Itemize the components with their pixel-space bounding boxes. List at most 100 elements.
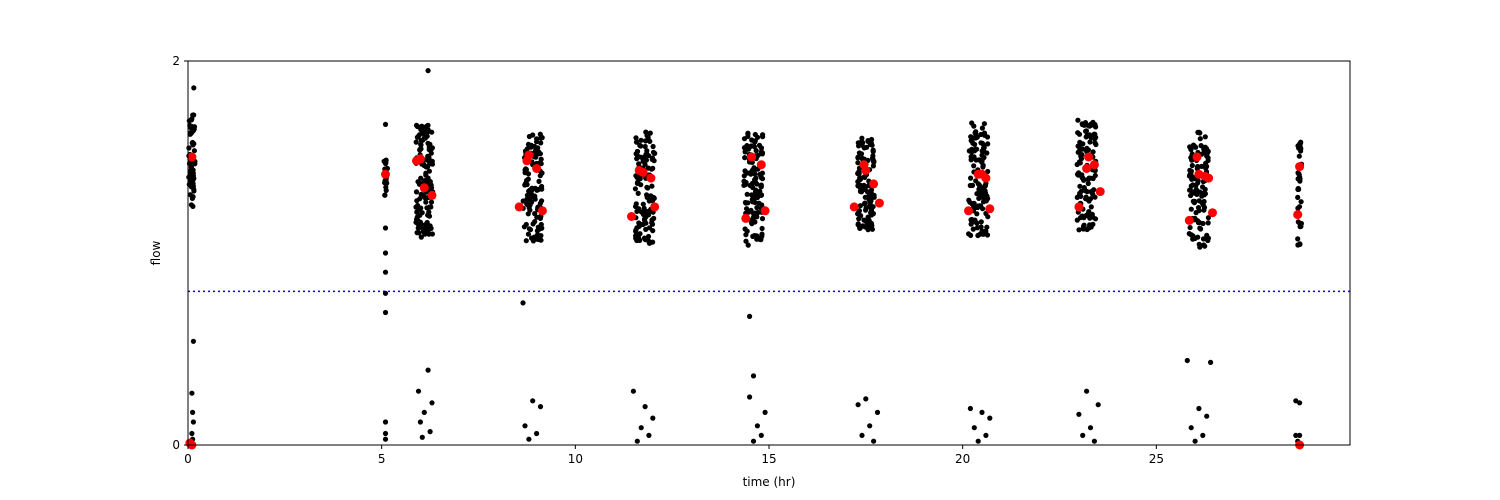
estimate-point bbox=[1184, 215, 1194, 225]
measurement-point bbox=[638, 137, 644, 143]
measurement-point bbox=[974, 211, 980, 217]
points-layer bbox=[185, 68, 1350, 450]
estimate-point bbox=[1084, 152, 1094, 162]
measurement-point bbox=[527, 207, 533, 213]
ticks-layer: 0 5 10 15 20 25 0 2 bbox=[172, 54, 1164, 466]
measurement-point bbox=[1205, 148, 1211, 154]
measurement-point bbox=[984, 232, 991, 238]
measurement-point bbox=[650, 165, 656, 171]
measurement-point bbox=[979, 125, 986, 131]
measurement-point bbox=[863, 207, 869, 213]
measurement-point bbox=[1092, 136, 1098, 142]
measurement-outlier-point bbox=[1192, 438, 1198, 444]
measurement-point bbox=[978, 219, 984, 225]
measurement-point bbox=[1298, 199, 1304, 205]
measurement-point bbox=[749, 180, 756, 186]
measurement-outlier-point bbox=[1293, 432, 1299, 438]
measurement-point bbox=[1197, 244, 1203, 250]
measurement-point bbox=[860, 140, 866, 146]
measurement-point bbox=[536, 226, 542, 232]
measurement-outlier-point bbox=[758, 432, 764, 438]
measurement-point bbox=[980, 192, 986, 198]
measurement-point bbox=[749, 219, 755, 225]
measurement-point bbox=[419, 126, 425, 132]
measurement-point bbox=[1188, 183, 1194, 189]
estimate-point bbox=[1074, 202, 1084, 212]
measurement-point bbox=[870, 149, 876, 155]
estimate-point bbox=[1095, 187, 1105, 197]
measurement-point bbox=[645, 233, 652, 240]
measurement-outlier-point bbox=[382, 290, 389, 296]
measurement-point bbox=[753, 148, 759, 154]
measurement-outlier-point bbox=[650, 415, 656, 421]
measurement-point bbox=[414, 209, 420, 215]
measurement-point bbox=[856, 170, 862, 176]
measurement-point bbox=[973, 157, 979, 163]
measurement-point bbox=[191, 112, 197, 118]
measurement-point bbox=[1077, 190, 1083, 196]
measurement-point bbox=[752, 189, 759, 195]
measurement-point bbox=[538, 237, 544, 243]
measurement-point bbox=[414, 123, 421, 130]
measurement-point bbox=[870, 211, 877, 217]
measurement-point bbox=[422, 231, 428, 237]
measurement-outlier-point bbox=[642, 404, 648, 410]
measurement-outlier-point bbox=[419, 434, 425, 440]
measurement-point bbox=[529, 185, 535, 191]
measurement-point bbox=[1076, 227, 1082, 233]
measurement-point bbox=[418, 234, 424, 240]
measurement-point bbox=[758, 182, 764, 188]
measurement-point bbox=[428, 185, 435, 191]
estimate-point bbox=[650, 202, 660, 212]
measurement-point bbox=[640, 201, 646, 207]
measurement-point bbox=[418, 141, 424, 148]
measurement-point bbox=[1085, 122, 1091, 128]
measurement-point bbox=[1084, 189, 1090, 195]
measurement-outlier-point bbox=[190, 338, 196, 344]
measurement-point bbox=[644, 148, 650, 154]
measurement-point bbox=[1084, 145, 1090, 151]
measurement-point bbox=[855, 160, 861, 166]
measurement-outlier-point bbox=[630, 388, 637, 394]
estimate-point bbox=[849, 202, 859, 212]
measurement-point bbox=[742, 155, 748, 161]
measurement-point bbox=[759, 216, 766, 222]
measurement-point bbox=[857, 224, 863, 230]
measurement-point bbox=[857, 185, 863, 191]
measurement-point bbox=[635, 153, 641, 159]
measurement-point bbox=[423, 170, 429, 176]
measurement-point bbox=[981, 121, 988, 127]
measurement-point bbox=[760, 134, 766, 140]
measurement-point bbox=[523, 221, 529, 228]
measurement-point bbox=[1188, 168, 1194, 174]
measurement-point bbox=[752, 139, 758, 145]
measurement-point bbox=[1081, 222, 1087, 228]
measurement-point bbox=[1081, 122, 1087, 128]
measurement-point bbox=[980, 164, 986, 170]
measurement-point bbox=[633, 135, 639, 141]
estimate-point bbox=[985, 204, 995, 214]
measurement-point bbox=[652, 150, 658, 156]
measurement-point bbox=[1187, 224, 1193, 231]
measurement-point bbox=[190, 177, 196, 183]
measurement-point bbox=[1087, 132, 1093, 138]
estimate-point bbox=[537, 206, 547, 216]
measurement-point bbox=[381, 158, 387, 164]
x-tick-label: 10 bbox=[568, 452, 583, 466]
measurement-point bbox=[861, 217, 867, 223]
estimate-point bbox=[1293, 210, 1303, 220]
measurement-point bbox=[759, 225, 765, 232]
measurement-point bbox=[1297, 241, 1303, 247]
measurement-point bbox=[423, 199, 429, 205]
measurement-outlier-point bbox=[750, 438, 757, 444]
estimate-point bbox=[514, 202, 524, 212]
measurement-point bbox=[188, 164, 194, 170]
measurement-outlier-point bbox=[382, 309, 389, 316]
measurement-point bbox=[1079, 175, 1085, 181]
measurement-point bbox=[1205, 215, 1211, 221]
measurement-outlier-point bbox=[867, 423, 873, 429]
plot-background bbox=[188, 61, 1350, 445]
estimate-point bbox=[427, 190, 437, 200]
measurement-point bbox=[426, 213, 433, 219]
measurement-point bbox=[426, 209, 432, 215]
